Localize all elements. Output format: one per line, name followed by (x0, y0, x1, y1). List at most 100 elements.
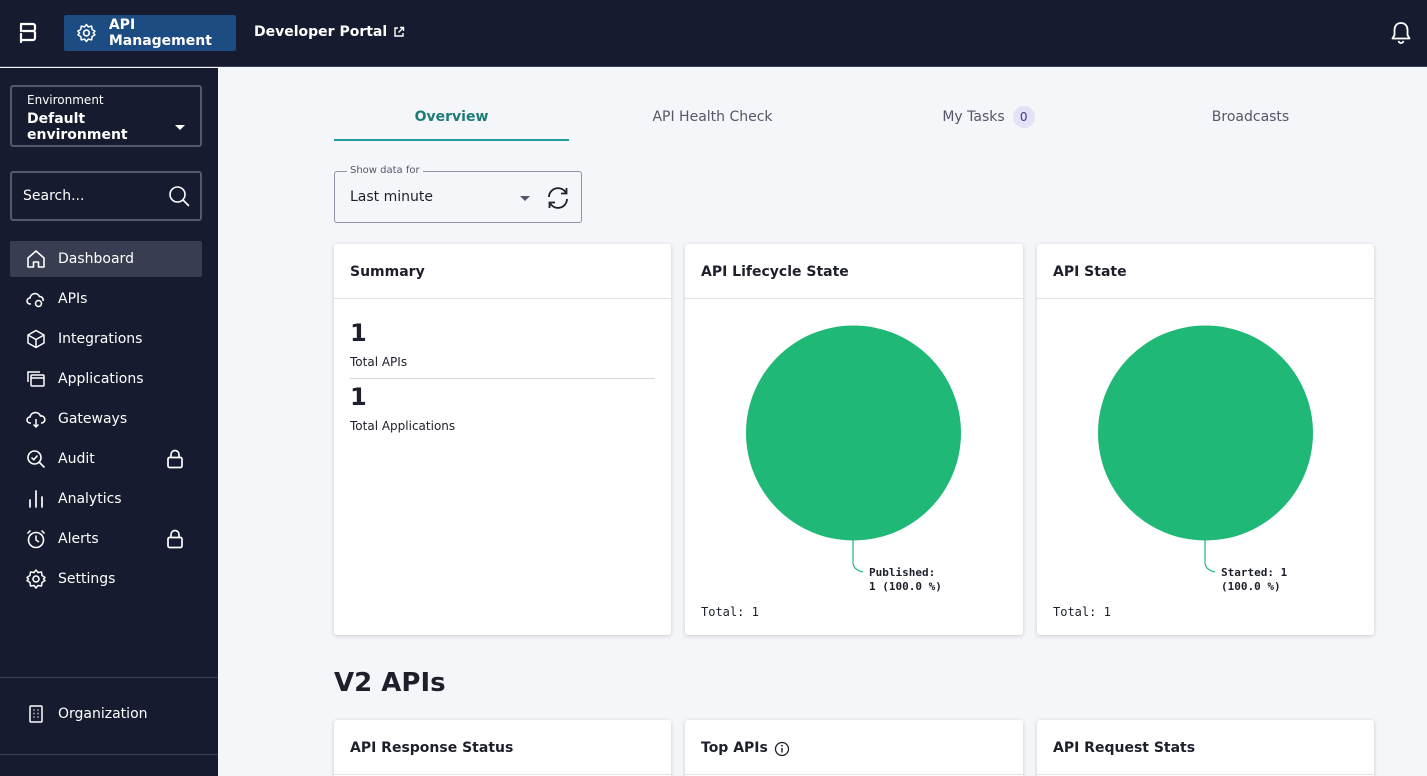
pie-slice-started[interactable] (1098, 325, 1313, 541)
card-title-text: API Response Status (350, 740, 514, 756)
search-input[interactable] (23, 188, 163, 204)
tab-label: Overview (414, 109, 489, 125)
lifecycle-total: Total: 1 (701, 605, 759, 619)
sidebar-item-applications[interactable]: Applications (10, 361, 202, 397)
sidebar-item-analytics[interactable]: Analytics (10, 481, 202, 517)
api-management-label: API Management (108, 17, 212, 49)
pie-label: Started: 1 (100.0 %) (1221, 566, 1287, 594)
sidebar-item-gateways[interactable]: Gateways (10, 401, 202, 437)
building-icon (29, 705, 43, 723)
organization-link[interactable]: Organization (10, 696, 202, 732)
pie-label-line: Started: 1 (1221, 566, 1288, 579)
card-title: API Response Status (334, 720, 671, 775)
api-lifecycle-card: API Lifecycle State Published: 1 (100.0 … (685, 244, 1023, 635)
tab-label: Broadcasts (1211, 109, 1290, 125)
api-request-stats-card: API Request Stats (1037, 720, 1374, 776)
developer-portal-link[interactable]: Developer Portal (254, 24, 405, 40)
sidebar: Environment Default environment Dashboar… (0, 68, 218, 776)
sidebar-item-label: APIs (58, 291, 88, 307)
cube-icon (27, 329, 45, 349)
pie-label-connector (852, 540, 864, 573)
state-total: Total: 1 (1053, 605, 1111, 619)
info-icon[interactable] (774, 741, 790, 757)
state-pie-chart: Started: 1 (100.0 %) (1037, 300, 1375, 593)
card-title: Top APIs (685, 720, 1023, 775)
total-apis-value: 1 (350, 319, 367, 347)
lock-icon (167, 529, 183, 549)
pie-label-line: 1 (100.0 %) (869, 580, 942, 593)
sidebar-item-label: Alerts (58, 531, 99, 547)
gateway-cloud-icon (26, 411, 46, 429)
sidebar-item-label: Gateways (58, 411, 128, 427)
sidebar-item-label: Settings (58, 571, 116, 587)
gear-atom-icon (77, 23, 96, 43)
chevron-down-icon (175, 124, 185, 130)
logo-icon[interactable] (18, 22, 38, 44)
sidebar-item-label: Applications (58, 371, 144, 387)
tab-overview[interactable]: Overview (334, 96, 569, 141)
top-apis-card: Top APIs (685, 720, 1023, 776)
sidebar-item-alerts[interactable]: Alerts (10, 521, 202, 557)
total-apis-label: Total APIs (350, 355, 408, 369)
chevron-down-icon (520, 196, 530, 201)
tasks-count-badge: 0 (1012, 106, 1035, 128)
external-link-icon (394, 26, 405, 37)
bell-icon[interactable] (1390, 21, 1412, 45)
pie-label-connector (1204, 540, 1216, 573)
summary-title: Summary (350, 264, 425, 280)
stat-block: 1 Total Applications (334, 379, 671, 433)
dashboard-tabs: Overview API Health Check My Tasks 0 Bro… (334, 96, 1374, 141)
summary-card: Summary 1 Total APIs 1 Total Application… (334, 244, 671, 635)
home-icon (27, 250, 45, 268)
sidebar-item-apis[interactable]: APIs (10, 281, 202, 317)
state-title: API State (1053, 264, 1127, 280)
applications-icon (27, 371, 45, 387)
search-field (10, 171, 202, 221)
search-icon[interactable] (168, 185, 190, 207)
api-response-status-card: API Response Status (334, 720, 671, 776)
alarm-clock-icon (26, 529, 46, 549)
cloud-api-icon (26, 292, 44, 308)
time-range-select[interactable]: Show data for Last minute (334, 165, 582, 223)
card-title: Summary (334, 244, 671, 299)
lock-icon (167, 449, 183, 469)
tab-my-tasks[interactable]: My Tasks 0 (871, 96, 1106, 141)
stat-block: 1 Total APIs (334, 299, 671, 369)
top-bar: API Management Developer Portal (0, 0, 1427, 67)
api-state-card: API State Started: 1 (100.0 %) Total: 1 (1037, 244, 1374, 635)
lifecycle-pie-chart: Published: 1 (100.0 %) (685, 300, 1023, 593)
refresh-icon[interactable] (545, 185, 571, 211)
sidebar-item-integrations[interactable]: Integrations (10, 321, 202, 357)
sidebar-item-label: Analytics (58, 491, 122, 507)
pie-label-line: (100.0 %) (1221, 580, 1281, 593)
tab-broadcasts[interactable]: Broadcasts (1133, 96, 1368, 141)
sidebar-divider (0, 754, 218, 755)
gear-icon (26, 569, 46, 589)
pie-label: Published: 1 (100.0 %) (869, 566, 942, 594)
sidebar-item-label: Dashboard (58, 251, 134, 267)
sidebar-item-settings[interactable]: Settings (10, 561, 202, 597)
tab-api-health-check[interactable]: API Health Check (595, 96, 830, 141)
card-title: API Lifecycle State (685, 244, 1023, 299)
pie-label-line: Published: (869, 566, 936, 579)
card-title: API Request Stats (1037, 720, 1374, 775)
environment-select[interactable]: Environment Default environment (10, 85, 202, 147)
bar-chart-icon (29, 490, 43, 508)
card-title-text: API Request Stats (1053, 740, 1196, 756)
section-title: V2 APIs (334, 668, 446, 698)
sidebar-item-label: Integrations (58, 331, 143, 347)
time-range-value: Last minute (350, 189, 433, 205)
api-management-button[interactable]: API Management (64, 15, 236, 51)
tab-label: API Health Check (652, 109, 773, 125)
pie-slice-published[interactable] (746, 325, 961, 541)
sidebar-divider (0, 677, 218, 678)
developer-portal-label: Developer Portal (254, 24, 388, 40)
environment-value: Default environment (27, 111, 128, 143)
sidebar-item-dashboard[interactable]: Dashboard (10, 241, 202, 277)
total-applications-label: Total Applications (350, 419, 456, 433)
sidebar-item-audit[interactable]: Audit (10, 441, 202, 477)
total-applications-value: 1 (350, 383, 367, 411)
card-title-text: Top APIs (701, 740, 768, 756)
sidebar-nav: Dashboard APIs Integrations Applications… (10, 241, 202, 601)
card-title: API State (1037, 244, 1374, 299)
